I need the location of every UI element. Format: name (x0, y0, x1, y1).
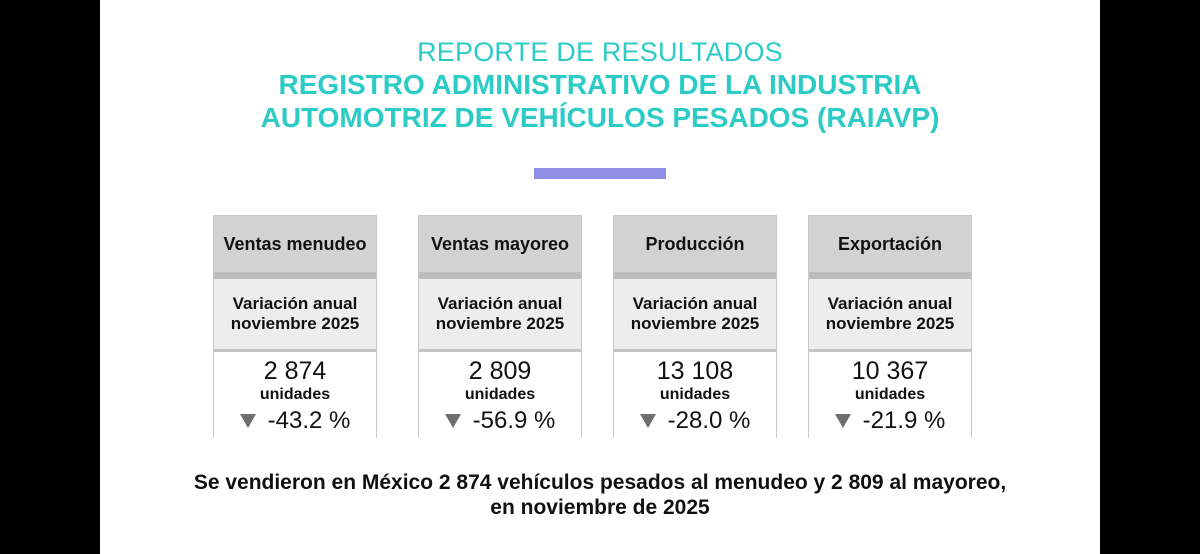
card-unit: unidades (854, 386, 926, 403)
card-change-value: -43.2 % (267, 407, 351, 434)
card-exportacion: Exportación Variación anual noviembre 20… (808, 215, 972, 438)
card-value: 2 874 (263, 357, 327, 385)
card-change: -56.9 % (419, 406, 581, 436)
card-body: 13 108 unidades -28.0 % (614, 352, 776, 438)
card-ventas-mayoreo: Ventas mayoreo Variación anual noviembre… (418, 215, 582, 438)
card-subtitle-line2: noviembre 2025 (825, 314, 955, 333)
card-subtitle: Variación anual noviembre 2025 (419, 279, 581, 349)
card-subtitle: Variación anual noviembre 2025 (614, 279, 776, 349)
card-subtitle: Variación anual noviembre 2025 (809, 279, 971, 349)
card-subtitle-line1: Variación anual (827, 294, 953, 313)
card-subtitle-line1: Variación anual (632, 294, 758, 313)
card-divider (419, 272, 581, 279)
card-produccion: Producción Variación anual noviembre 202… (613, 215, 777, 438)
card-change: -43.2 % (214, 406, 376, 436)
down-arrow-icon (239, 414, 256, 428)
card-subtitle-line2: noviembre 2025 (230, 314, 360, 333)
card-divider (809, 272, 971, 279)
card-subtitle: Variación anual noviembre 2025 (214, 279, 376, 349)
card-unit: unidades (464, 386, 536, 403)
down-arrow-icon (834, 414, 851, 428)
card-subtitle-line1: Variación anual (232, 294, 358, 313)
report-subtitle-line2: AUTOMOTRIZ DE VEHÍCULOS PESADOS (RAIAVP) (260, 102, 940, 133)
card-change-value: -28.0 % (667, 407, 751, 434)
card-subtitle-line1: Variación anual (437, 294, 563, 313)
card-unit: unidades (659, 386, 731, 403)
card-value: 13 108 (656, 357, 734, 385)
card-body: 2 809 unidades -56.9 % (419, 352, 581, 438)
card-subtitle-line2: noviembre 2025 (435, 314, 565, 333)
card-change-value: -56.9 % (472, 407, 556, 434)
card-title: Ventas menudeo (214, 216, 376, 272)
card-divider (214, 272, 376, 279)
accent-divider (534, 168, 666, 179)
card-body: 10 367 unidades -21.9 % (809, 352, 971, 438)
card-value: 10 367 (851, 357, 929, 385)
card-unit: unidades (259, 386, 331, 403)
report-header: REPORTE DE RESULTADOS REGISTRO ADMINISTR… (100, 36, 1100, 134)
card-title: Ventas mayoreo (419, 216, 581, 272)
report-subtitle-line1: REGISTRO ADMINISTRATIVO DE LA INDUSTRIA (278, 69, 922, 100)
card-body: 2 874 unidades -43.2 % (214, 352, 376, 438)
card-divider (214, 349, 376, 352)
card-divider (614, 349, 776, 352)
card-value: 2 809 (468, 357, 532, 385)
card-title: Producción (614, 216, 776, 272)
report-page: REPORTE DE RESULTADOS REGISTRO ADMINISTR… (100, 0, 1100, 554)
card-divider (419, 349, 581, 352)
report-title: REPORTE DE RESULTADOS (417, 37, 783, 67)
card-change: -28.0 % (614, 406, 776, 436)
summary-line2: en noviembre de 2025 (490, 496, 710, 519)
card-divider (614, 272, 776, 279)
card-change-value: -21.9 % (862, 407, 946, 434)
down-arrow-icon (639, 414, 656, 428)
card-title: Exportación (809, 216, 971, 272)
down-arrow-icon (444, 414, 461, 428)
card-divider (809, 349, 971, 352)
card-subtitle-line2: noviembre 2025 (630, 314, 760, 333)
summary-line1: Se vendieron en México 2 874 vehículos p… (193, 471, 1007, 494)
summary-text: Se vendieron en México 2 874 vehículos p… (100, 470, 1100, 520)
card-change: -21.9 % (809, 406, 971, 436)
card-ventas-menudeo: Ventas menudeo Variación anual noviembre… (213, 215, 377, 438)
